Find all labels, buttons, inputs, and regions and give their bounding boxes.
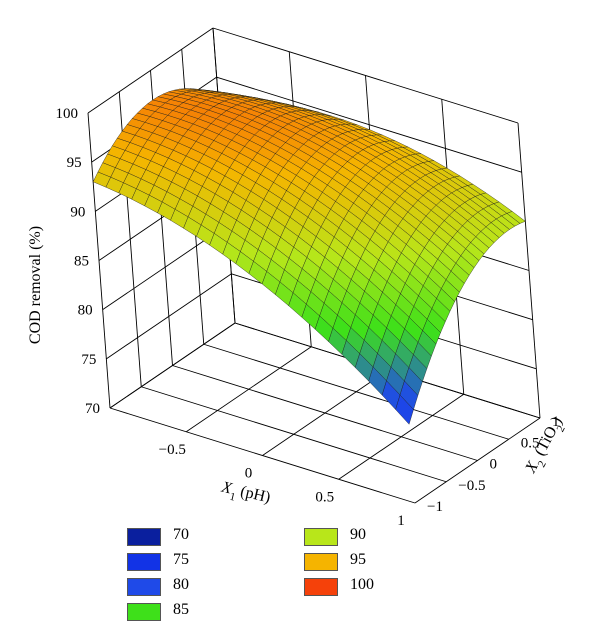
y-tick-label: 1 bbox=[552, 414, 560, 430]
legend-label: 85 bbox=[173, 601, 189, 618]
floor-gridline bbox=[203, 343, 509, 440]
legend-swatch bbox=[127, 578, 161, 596]
x-axis-label: X1 (pH) bbox=[218, 479, 272, 512]
z-tick-label: 85 bbox=[74, 254, 89, 270]
legend-swatch bbox=[304, 578, 338, 596]
legend-swatch bbox=[304, 553, 338, 571]
y-tick-label: 0 bbox=[490, 457, 498, 473]
z-tick-label: 75 bbox=[81, 352, 96, 368]
legend-label: 75 bbox=[173, 551, 189, 568]
legend-label: 70 bbox=[173, 526, 189, 543]
x-tick-label: 1 bbox=[397, 513, 405, 529]
legend-label: 90 bbox=[350, 526, 366, 543]
floor-gridline bbox=[141, 386, 447, 483]
z-tick-label: 70 bbox=[85, 401, 100, 417]
floor-gridline bbox=[109, 407, 416, 504]
back-wall-gridline bbox=[212, 27, 519, 124]
z-tick-label: 100 bbox=[56, 106, 79, 122]
back-wall-gridline bbox=[216, 76, 522, 173]
z-axis-label: COD removal (%) bbox=[27, 226, 44, 344]
x-tick-label: 0.5 bbox=[315, 489, 334, 505]
legend-swatch bbox=[127, 603, 161, 621]
z-tick-label: 90 bbox=[70, 204, 85, 220]
x-tick-label: −0.5 bbox=[159, 442, 186, 458]
response-surface bbox=[92, 88, 526, 425]
left-wall-gridline bbox=[87, 27, 214, 114]
z-tick-label: 80 bbox=[78, 303, 93, 319]
left-wall-gridline bbox=[106, 273, 232, 360]
floor-gridline bbox=[172, 365, 478, 461]
legend-label: 80 bbox=[173, 576, 189, 593]
legend-label: 100 bbox=[350, 576, 374, 593]
left-wall-gridline bbox=[109, 322, 236, 409]
tick-labels: 70 75 80 85 90 95 100 −0.5 0 0.5 1 −1 −0.5 0 0.5 1 bbox=[56, 106, 560, 529]
legend-swatch bbox=[304, 528, 338, 546]
legend-label: 95 bbox=[350, 551, 366, 568]
legend-swatch bbox=[127, 528, 161, 546]
y-tick-label: −0.5 bbox=[458, 478, 485, 494]
legend-swatch bbox=[127, 553, 161, 571]
y-tick-label: −1 bbox=[427, 499, 443, 515]
x-tick-label: 0 bbox=[245, 466, 253, 482]
z-tick-label: 95 bbox=[67, 155, 82, 171]
y-tick-label: 0.5 bbox=[521, 435, 540, 451]
surface-cell bbox=[395, 394, 414, 425]
